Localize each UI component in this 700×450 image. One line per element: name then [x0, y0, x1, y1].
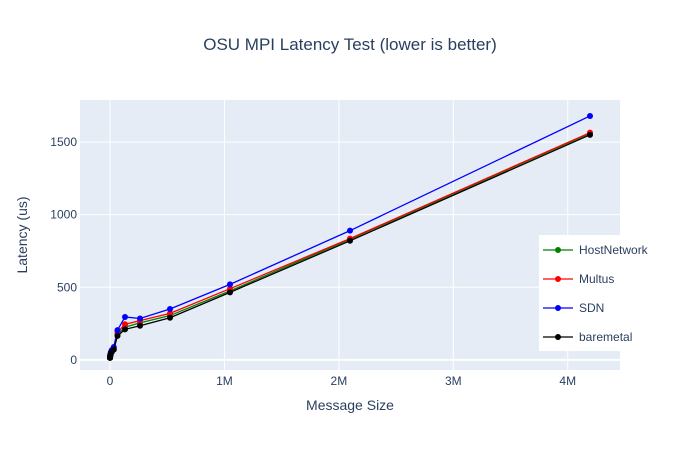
- legend-box: [539, 235, 620, 351]
- legend-swatch-marker: [555, 305, 561, 311]
- legend[interactable]: HostNetwork Multus SDN baremetal: [539, 235, 649, 351]
- legend-label: SDN: [579, 301, 604, 315]
- series-baremetal: [107, 131, 593, 361]
- legend-swatch-marker: [555, 334, 561, 340]
- y-tick-label: 0: [70, 353, 77, 367]
- x-tick-label: 0: [107, 374, 114, 388]
- data-point-baremetal: [137, 322, 143, 329]
- data-point-multus: [167, 310, 173, 317]
- data-point-sdn: [167, 306, 173, 313]
- data-point-baremetal: [122, 326, 128, 333]
- x-tick-label: 3M: [445, 374, 462, 388]
- legend-label: HostNetwork: [579, 243, 649, 257]
- y-tick-label: 1500: [50, 135, 77, 149]
- data-point-sdn: [587, 112, 593, 119]
- legend-label: baremetal: [579, 330, 632, 344]
- data-point-baremetal: [227, 289, 233, 296]
- legend-swatch-marker: [555, 276, 561, 282]
- data-point-multus: [122, 321, 128, 328]
- chart-title: OSU MPI Latency Test (lower is better): [203, 35, 497, 54]
- legend-swatch-marker: [555, 247, 561, 253]
- data-point-baremetal: [114, 332, 121, 339]
- data-point-sdn: [122, 314, 128, 321]
- data-point-baremetal: [347, 237, 353, 244]
- legend-item-baremetal[interactable]: baremetal: [543, 330, 632, 344]
- x-axis-title: Message Size: [306, 397, 394, 413]
- x-tick-label: 1M: [216, 374, 233, 388]
- data-point-baremetal: [167, 314, 173, 321]
- y-tick-label: 500: [57, 280, 77, 294]
- data-point-baremetal: [110, 346, 117, 353]
- legend-label: Multus: [579, 272, 614, 286]
- data-point-baremetal: [587, 131, 593, 138]
- legend-item-multus[interactable]: Multus: [543, 272, 614, 286]
- legend-item-sdn[interactable]: SDN: [543, 301, 604, 315]
- tick-labels: 0 1M 2M 3M 4M 0 500 1000 1500: [50, 135, 576, 388]
- y-tick-label: 1000: [50, 208, 77, 222]
- data-point-sdn: [347, 227, 353, 234]
- y-axis-title: Latency (us): [14, 196, 30, 273]
- legend-item-hostnetwork[interactable]: HostNetwork: [543, 243, 649, 257]
- data-point-sdn: [227, 281, 233, 288]
- x-tick-label: 2M: [331, 374, 348, 388]
- x-tick-label: 4M: [559, 374, 576, 388]
- data-point-sdn: [137, 315, 143, 322]
- series-lines: [107, 112, 593, 361]
- data-point-sdn: [114, 327, 121, 334]
